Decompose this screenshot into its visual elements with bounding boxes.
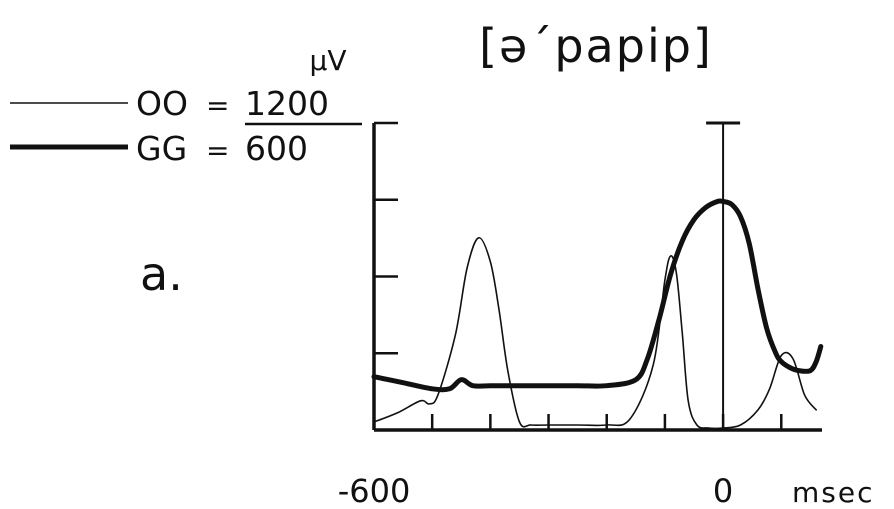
legend: OO = 1200 GG = 600: [10, 84, 362, 168]
x-tick-label: 0: [713, 472, 733, 509]
x-tick-label: -600: [338, 472, 411, 509]
unit-label: μV: [310, 44, 347, 77]
series-line-gg: [371, 198, 824, 393]
legend-eq-oo: =: [206, 89, 229, 122]
legend-code-oo: OO: [136, 84, 188, 123]
panel-label: a.: [140, 247, 183, 301]
x-unit-label: msec: [792, 476, 874, 509]
series-line-oo: [373, 237, 817, 430]
legend-value-gg: 600: [245, 129, 308, 168]
chart-title: [ə´papip]: [479, 19, 713, 73]
legend-value-oo: 1200: [245, 84, 329, 123]
legend-eq-gg: =: [206, 134, 229, 167]
legend-code-gg: GG: [136, 129, 187, 168]
